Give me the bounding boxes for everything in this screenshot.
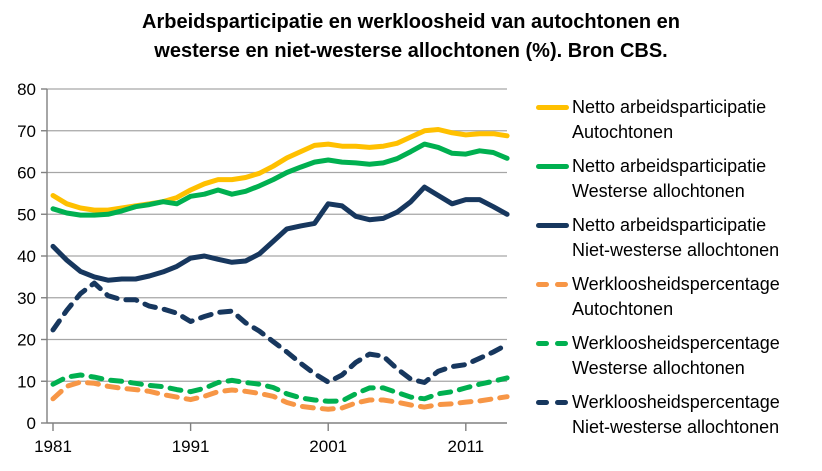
x-axis-label: 1991 (172, 437, 210, 456)
legend-label-line1: Netto arbeidsparticipatie (572, 215, 767, 235)
legend-label-line1: Werkloosheidspercentage (572, 333, 780, 353)
legend-label-line1: Werkloosheidspercentage (572, 392, 780, 412)
legend-key-dashed-navy-line-icon (536, 400, 572, 405)
chart-title: Arbeidsparticipatie en werkloosheid van … (0, 8, 822, 66)
legend-label-line2: Niet-westerse allochtonen (572, 240, 780, 260)
legend-label-line2: Westerse allochtonen (572, 181, 745, 201)
legend-item-werkloosheid-niet-westers: Werkloosheidspercentage Niet-westerse al… (536, 390, 822, 440)
legend-label-line2: Niet-westerse allochtonen (572, 417, 780, 437)
y-axis-label: 30 (17, 289, 36, 308)
series-line-werkloosheidspercentage-niet-westerse-allochtonen (50, 280, 510, 385)
y-axis-label: 80 (17, 80, 36, 99)
y-axis-label: 50 (17, 205, 36, 224)
y-axis-label: 0 (27, 414, 36, 433)
legend-label-line2: Autochtonen (572, 299, 674, 319)
x-axis-label: 2011 (448, 437, 485, 456)
legend-label-line2: Autochtonen (572, 122, 674, 142)
chart-title-line2: westerse en niet-westerse allochtonen (%… (154, 40, 668, 62)
legend-item-werkloosheid-westers: Werkloosheidspercentage Westerse allocht… (536, 331, 822, 381)
legend-key-dashed-green-line-icon (536, 341, 572, 346)
legend-key-solid-navy-line-icon (536, 223, 572, 228)
series-line-werkloosheidspercentage-autochtonen (50, 379, 510, 412)
legend-label-line1: Netto arbeidsparticipatie (572, 97, 767, 117)
y-axis-label: 70 (17, 122, 36, 141)
series-line-werkloosheidspercentage-westerse-allochtonen (50, 372, 510, 404)
x-axis-label: 2001 (309, 437, 347, 456)
legend-item-participatie-niet-westers: Netto arbeidsparticipatie Niet-westerse … (536, 213, 822, 263)
series-line-netto-arbeidsparticipatie-westerse-allochtonen (50, 141, 510, 218)
legend-label-line1: Werkloosheidspercentage (572, 274, 780, 294)
y-axis-label: 60 (17, 164, 36, 183)
y-axis-label: 10 (17, 372, 36, 391)
legend-key-solid-green-line-icon (536, 164, 572, 169)
legend-item-participatie-autochtonen: Netto arbeidsparticipatie Autochtonen (536, 95, 822, 145)
legend-item-werkloosheid-autochtonen: Werkloosheidspercentage Autochtonen (536, 272, 822, 322)
legend-label-line2: Westerse allochtonen (572, 358, 745, 378)
legend-label-line1: Netto arbeidsparticipatie (572, 156, 767, 176)
legend: Netto arbeidsparticipatie Autochtonen Ne… (536, 95, 822, 449)
legend-key-solid-gold-line-icon (536, 105, 572, 110)
y-axis-label: 40 (17, 247, 36, 266)
legend-item-participatie-westers: Netto arbeidsparticipatie Westerse alloc… (536, 154, 822, 204)
y-axis-label: 20 (17, 331, 36, 350)
legend-key-dashed-orange-line-icon (536, 282, 572, 287)
x-axis-label: 1981 (34, 437, 72, 456)
series-line-netto-arbeidsparticipatie-niet-westerse-allochtonen (50, 184, 510, 283)
chart-title-line1: Arbeidsparticipatie en werkloosheid van … (142, 11, 680, 33)
